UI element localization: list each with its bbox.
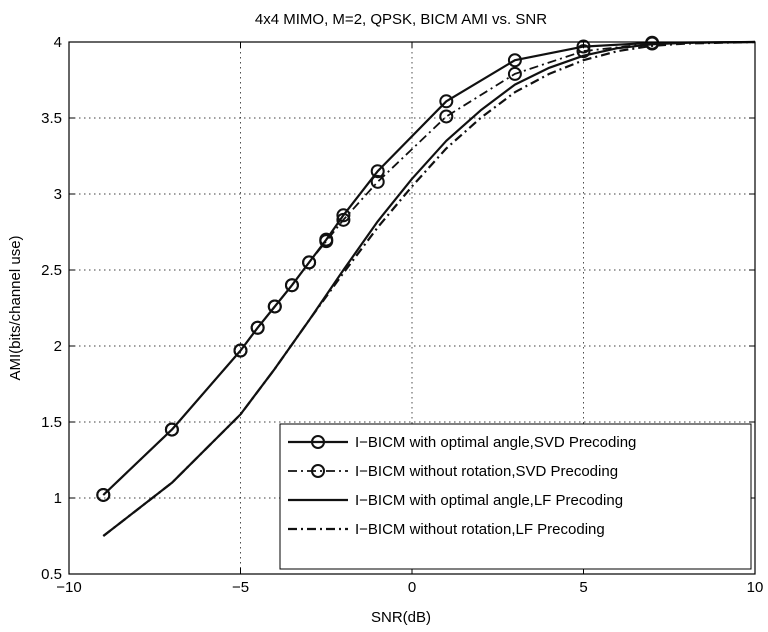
series-line-3 (102, 40, 756, 537)
series-point-1 (439, 109, 454, 124)
legend: I−BICM with optimal angle,SVD Precoding I… (279, 423, 752, 570)
y-tick-label: 3.5 (41, 110, 62, 127)
series-point-0 (439, 94, 454, 109)
legend-swatch-marker (311, 435, 325, 449)
legend-label: I−BICM without rotation,SVD Precoding (355, 463, 618, 480)
series-line-0 (102, 40, 756, 496)
y-tick-label: 2 (54, 338, 62, 355)
series-point-0 (284, 278, 299, 293)
legend-box (279, 423, 752, 570)
y-tick-label: 0.5 (41, 566, 62, 583)
series-point-0 (319, 232, 334, 247)
x-tick-labels: −10 −5 0 5 10 (56, 579, 763, 596)
x-axis-label: SNR(dB) (371, 609, 431, 626)
series-point-0 (645, 35, 660, 50)
y-tick-label: 1 (54, 490, 62, 507)
y-tick-label: 2.5 (41, 262, 62, 279)
series-layer (96, 35, 756, 537)
x-tick-label: −5 (232, 579, 249, 596)
series-point-0 (267, 299, 282, 314)
y-tick-label: 4 (54, 34, 62, 51)
y-tick-label: 3 (54, 186, 62, 203)
grid (69, 42, 755, 574)
legend-label: I−BICM with optimal angle,SVD Precoding (355, 434, 636, 451)
series-point-1 (336, 212, 351, 227)
series-point-0 (233, 343, 248, 358)
axis-ticks (68, 41, 756, 575)
series-point-0 (576, 39, 591, 54)
series-line-1 (102, 41, 756, 496)
x-tick-label: −10 (56, 579, 81, 596)
x-tick-label: 0 (408, 579, 416, 596)
legend-label: I−BICM without rotation,LF Precoding (355, 521, 605, 538)
series-point-0 (250, 320, 265, 335)
series-point-0 (370, 164, 385, 179)
y-tick-label: 1.5 (41, 414, 62, 431)
legend-swatch-marker (311, 464, 325, 478)
series-point-0 (507, 53, 522, 68)
series-point-1 (370, 174, 385, 189)
legend-label: I−BICM with optimal angle,LF Precoding (355, 492, 623, 509)
series-point-0 (96, 487, 111, 502)
x-tick-label: 10 (747, 579, 764, 596)
series-point-1 (507, 66, 522, 81)
series-point-0 (336, 208, 351, 223)
series-point-0 (164, 422, 179, 437)
x-tick-label: 5 (579, 579, 587, 596)
chart-title: 4x4 MIMO, M=2, QPSK, BICM AMI vs. SNR (255, 11, 547, 28)
y-axis-label: AMI(bits/channel use) (7, 235, 24, 380)
series-point-0 (302, 255, 317, 270)
y-tick-labels: 0.5 1 1.5 2 2.5 3 3.5 4 (41, 34, 62, 583)
